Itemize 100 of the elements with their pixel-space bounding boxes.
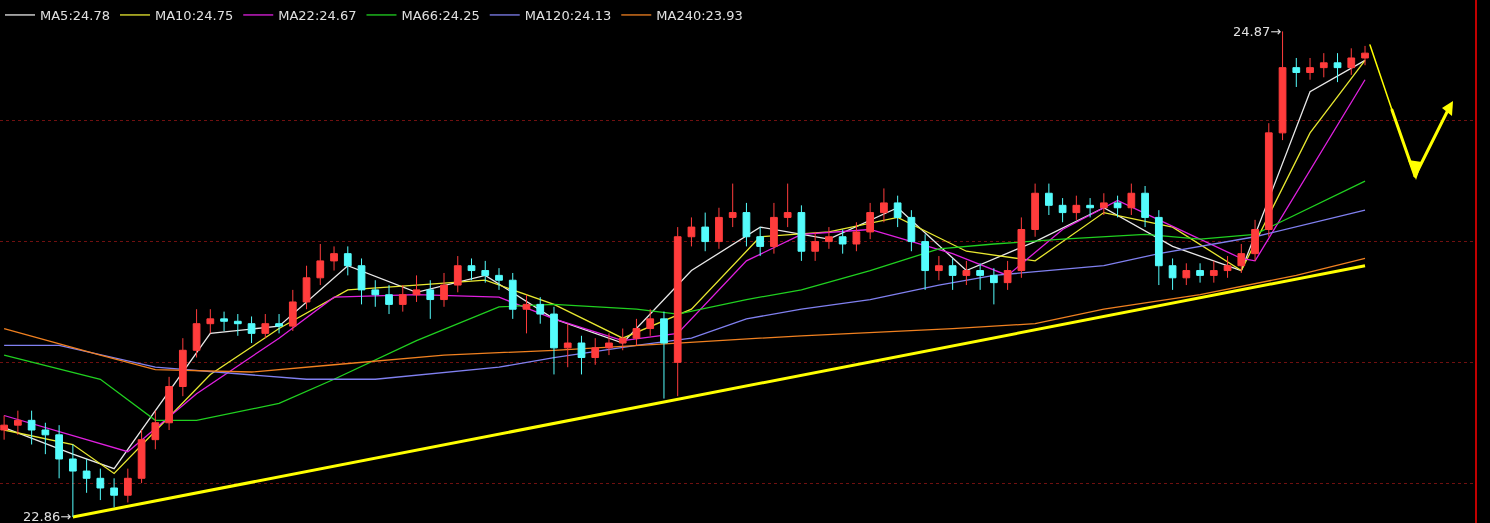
candlestick — [1168, 257, 1177, 291]
candlestick — [440, 272, 448, 308]
candlestick — [412, 274, 421, 303]
candlestick — [632, 318, 641, 346]
candlestick — [330, 245, 338, 272]
candlestick — [811, 231, 820, 262]
legend-label: MA10:24.75 — [154, 8, 234, 24]
candlestick — [1264, 122, 1273, 238]
candlestick — [1072, 195, 1081, 221]
candlestick — [990, 267, 998, 305]
candlestick — [701, 212, 710, 252]
candlestick — [1154, 209, 1163, 286]
candlestick — [1319, 52, 1328, 78]
candlestick — [261, 313, 270, 339]
candlestick — [1141, 185, 1149, 228]
candlestick — [302, 265, 311, 310]
candlestick — [247, 315, 256, 344]
candlestick — [467, 257, 476, 281]
candlestick — [1099, 192, 1108, 216]
candlestick — [577, 335, 586, 375]
candlestick — [783, 183, 792, 228]
candlestick — [1347, 47, 1356, 76]
candlestick — [1333, 52, 1342, 83]
candlestick — [110, 477, 118, 508]
legend-label: MA120:24.13 — [524, 8, 612, 24]
candlestick — [1251, 219, 1259, 262]
candlestick — [687, 216, 696, 247]
candlestick — [893, 195, 902, 228]
candlestick — [1361, 45, 1369, 66]
annotation: 22.86→ — [23, 509, 72, 523]
candlestick — [1044, 183, 1053, 216]
candlestick — [288, 289, 297, 332]
candlestick — [41, 422, 50, 455]
candlestick — [1113, 195, 1122, 218]
candlestick — [1003, 260, 1012, 291]
candlestick — [550, 306, 558, 375]
candlestick — [935, 255, 943, 281]
candlestick — [838, 228, 847, 255]
candlestick — [646, 308, 655, 337]
candlestick — [151, 410, 160, 450]
candlestick — [206, 308, 215, 334]
candlestick — [0, 415, 8, 441]
candlestick — [385, 284, 393, 315]
candlestick — [660, 311, 668, 400]
candlestick — [1237, 243, 1246, 274]
candlestick — [426, 279, 435, 320]
candlestick — [907, 209, 916, 252]
candlestick — [1223, 255, 1232, 279]
candlestick — [453, 255, 462, 293]
candlestick — [852, 221, 861, 252]
candlestick — [673, 226, 682, 397]
annotation: 24.87→ — [1233, 24, 1282, 39]
candlestick — [1086, 197, 1094, 218]
candlestick — [220, 311, 228, 332]
candlestick — [233, 313, 242, 337]
candlestick — [96, 468, 105, 501]
candlestick — [770, 202, 778, 255]
candlestick — [1196, 262, 1204, 284]
candlestick — [14, 410, 22, 436]
candlestick — [275, 313, 283, 334]
candlestick — [1182, 262, 1191, 286]
legend-label: MA5:24.78 — [40, 8, 110, 24]
candlestick — [481, 260, 490, 284]
candlestick — [165, 376, 173, 431]
candlestick — [1306, 57, 1314, 81]
candlestick — [398, 284, 407, 313]
candlestick — [976, 262, 984, 291]
candlestick — [742, 202, 751, 247]
candlestick — [1209, 260, 1218, 284]
candlestick — [591, 337, 600, 366]
candlestick — [728, 183, 737, 228]
candlestick — [522, 294, 531, 334]
candlestick — [921, 233, 930, 291]
candlestick — [605, 332, 613, 356]
candlestick — [137, 429, 146, 484]
candlestick — [1017, 216, 1026, 279]
candlestick — [825, 226, 833, 250]
candlestick — [123, 468, 132, 503]
candlestick — [1058, 197, 1067, 223]
candlestick — [495, 267, 503, 291]
candlestick — [618, 328, 627, 351]
candlestick — [715, 207, 723, 250]
candlestick — [27, 410, 36, 445]
candlestick — [536, 296, 545, 325]
candlestick — [563, 323, 572, 368]
candlestick — [82, 458, 91, 494]
candlestick — [756, 226, 765, 257]
candlestick — [178, 337, 187, 397]
candlestick — [948, 257, 957, 291]
legend-label: MA240:23.93 — [656, 8, 743, 24]
candlestick — [962, 260, 971, 286]
candlestick — [1031, 183, 1039, 238]
candlestick — [797, 204, 806, 262]
candlestick — [371, 279, 380, 308]
candlestick — [880, 187, 888, 223]
candlestick — [866, 202, 875, 240]
candlestick — [357, 257, 366, 305]
candlestick — [1292, 57, 1301, 88]
candlestick — [508, 272, 517, 320]
candlestick — [55, 424, 63, 479]
